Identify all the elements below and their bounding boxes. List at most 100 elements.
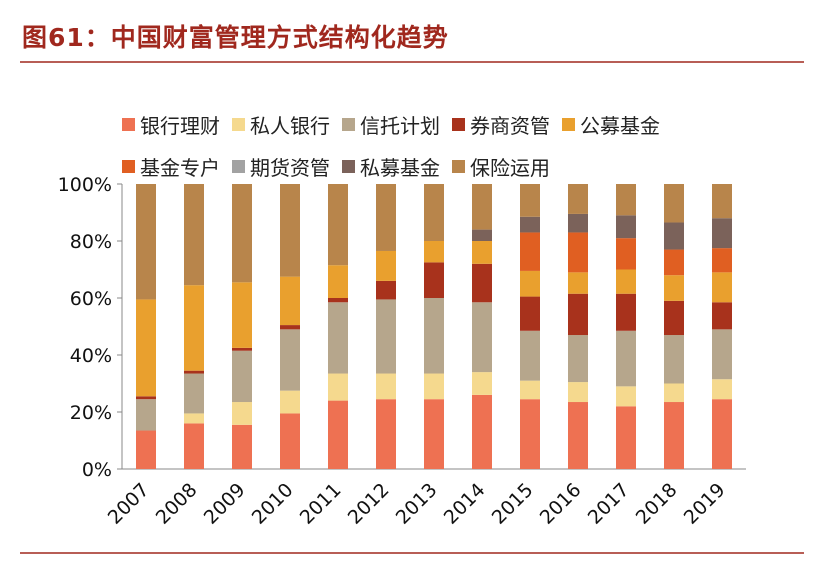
bar-segment (424, 373, 444, 400)
bar-segment (280, 390, 300, 414)
legend-swatch (122, 159, 135, 173)
y-tick-label: 80% (70, 231, 112, 253)
y-tick-label: 100% (58, 174, 112, 196)
legend-swatch (562, 117, 575, 131)
bar-segment (136, 399, 156, 431)
bar-segment (568, 213, 588, 233)
bar-segment (280, 413, 300, 469)
bar-segment (520, 330, 540, 381)
x-tick-label: 2015 (488, 479, 538, 529)
bar-segment (616, 293, 636, 331)
bar-segment (424, 241, 444, 263)
bar-segment (184, 370, 204, 374)
legend-label: 保险运用 (470, 155, 550, 180)
bar-segment (616, 238, 636, 270)
legend-swatch (342, 117, 355, 131)
x-tick-label: 2009 (200, 479, 250, 529)
legend-label: 信托计划 (360, 113, 440, 138)
y-tick-label: 0% (82, 459, 112, 481)
bar-segment (328, 265, 348, 298)
legend-swatch (232, 159, 245, 173)
x-tick-label: 2017 (584, 479, 634, 529)
bar-segment (712, 379, 732, 400)
chart-title: 图61：中国财富管理方式结构化趋势 (22, 23, 449, 52)
bar-segment (616, 406, 636, 469)
bar-segment (376, 373, 396, 400)
bar-segment (520, 184, 540, 217)
legend-label: 银行理财 (140, 113, 220, 138)
y-tick-label: 60% (70, 288, 112, 310)
bar-segment (712, 302, 732, 330)
bar-segment (232, 402, 252, 425)
bar-segment (712, 184, 732, 219)
legend-item: 基金专户 (122, 152, 220, 180)
bar-segment (328, 373, 348, 401)
x-tick-label: 2014 (440, 479, 490, 529)
legend-label: 私人银行 (250, 113, 330, 138)
bar-segment (424, 298, 444, 374)
legend-item: 保险运用 (452, 152, 550, 180)
bar-segment (520, 296, 540, 331)
bar-segment (664, 383, 684, 403)
bar-segment (712, 248, 732, 273)
x-tick-label: 2019 (680, 479, 730, 529)
legend-item: 信托计划 (342, 110, 440, 138)
bar-segment (136, 299, 156, 397)
bar-segment (520, 270, 540, 297)
bar-segment (568, 335, 588, 383)
legend-swatch (452, 159, 465, 173)
legend-swatch (232, 117, 245, 131)
legend-item: 银行理财 (122, 110, 220, 138)
legend: 银行理财 私人银行 信托计划 券商资管 公募基金基金专户 期货资管 私募基金 保险运用 (122, 110, 712, 180)
bar-segment (136, 396, 156, 400)
bar-segment (232, 184, 252, 283)
bar-segment (568, 382, 588, 403)
bar-segment (184, 413, 204, 424)
bar-segment (472, 241, 492, 264)
bar-segment (616, 330, 636, 387)
y-tick-label: 20% (70, 402, 112, 424)
bar-segment (232, 350, 252, 403)
legend-item: 私募基金 (342, 152, 440, 180)
bar-segment (520, 399, 540, 469)
bar-segment (184, 373, 204, 414)
bar-segment (712, 218, 732, 249)
bar-segment (424, 262, 444, 298)
bar-segment (328, 302, 348, 374)
legend-item: 券商资管 (452, 110, 550, 138)
bar-segment (664, 222, 684, 250)
bar-segment (712, 329, 732, 380)
bar-segment (616, 386, 636, 407)
y-tick-label: 40% (70, 345, 112, 367)
bar-segment (568, 402, 588, 469)
bar-segment (472, 263, 492, 303)
legend-item: 公募基金 (562, 110, 660, 138)
bar-segment (136, 430, 156, 469)
legend-swatch (122, 117, 135, 131)
x-tick-label: 2011 (296, 479, 346, 529)
legend-label: 期货资管 (250, 155, 330, 180)
legend-swatch (342, 159, 355, 173)
bar-segment (376, 250, 396, 281)
bar-segment (712, 272, 732, 303)
x-tick-label: 2012 (344, 479, 394, 529)
bar-segment (472, 302, 492, 373)
bar-segment (664, 249, 684, 276)
bar-segment (520, 232, 540, 271)
bar-segment (376, 184, 396, 251)
legend-label: 基金专户 (140, 155, 220, 180)
bar-segment (424, 184, 444, 241)
bar-segment (376, 299, 396, 374)
bar-segment (232, 282, 252, 348)
bar-segment (568, 272, 588, 294)
bar-segment (184, 285, 204, 371)
legend-label: 私募基金 (360, 155, 440, 180)
legend-label: 公募基金 (580, 113, 660, 138)
bar-segment (520, 216, 540, 233)
bar-segment (280, 184, 300, 277)
x-tick-label: 2008 (152, 479, 202, 529)
bar-segment (328, 298, 348, 303)
bar-segment (616, 215, 636, 239)
